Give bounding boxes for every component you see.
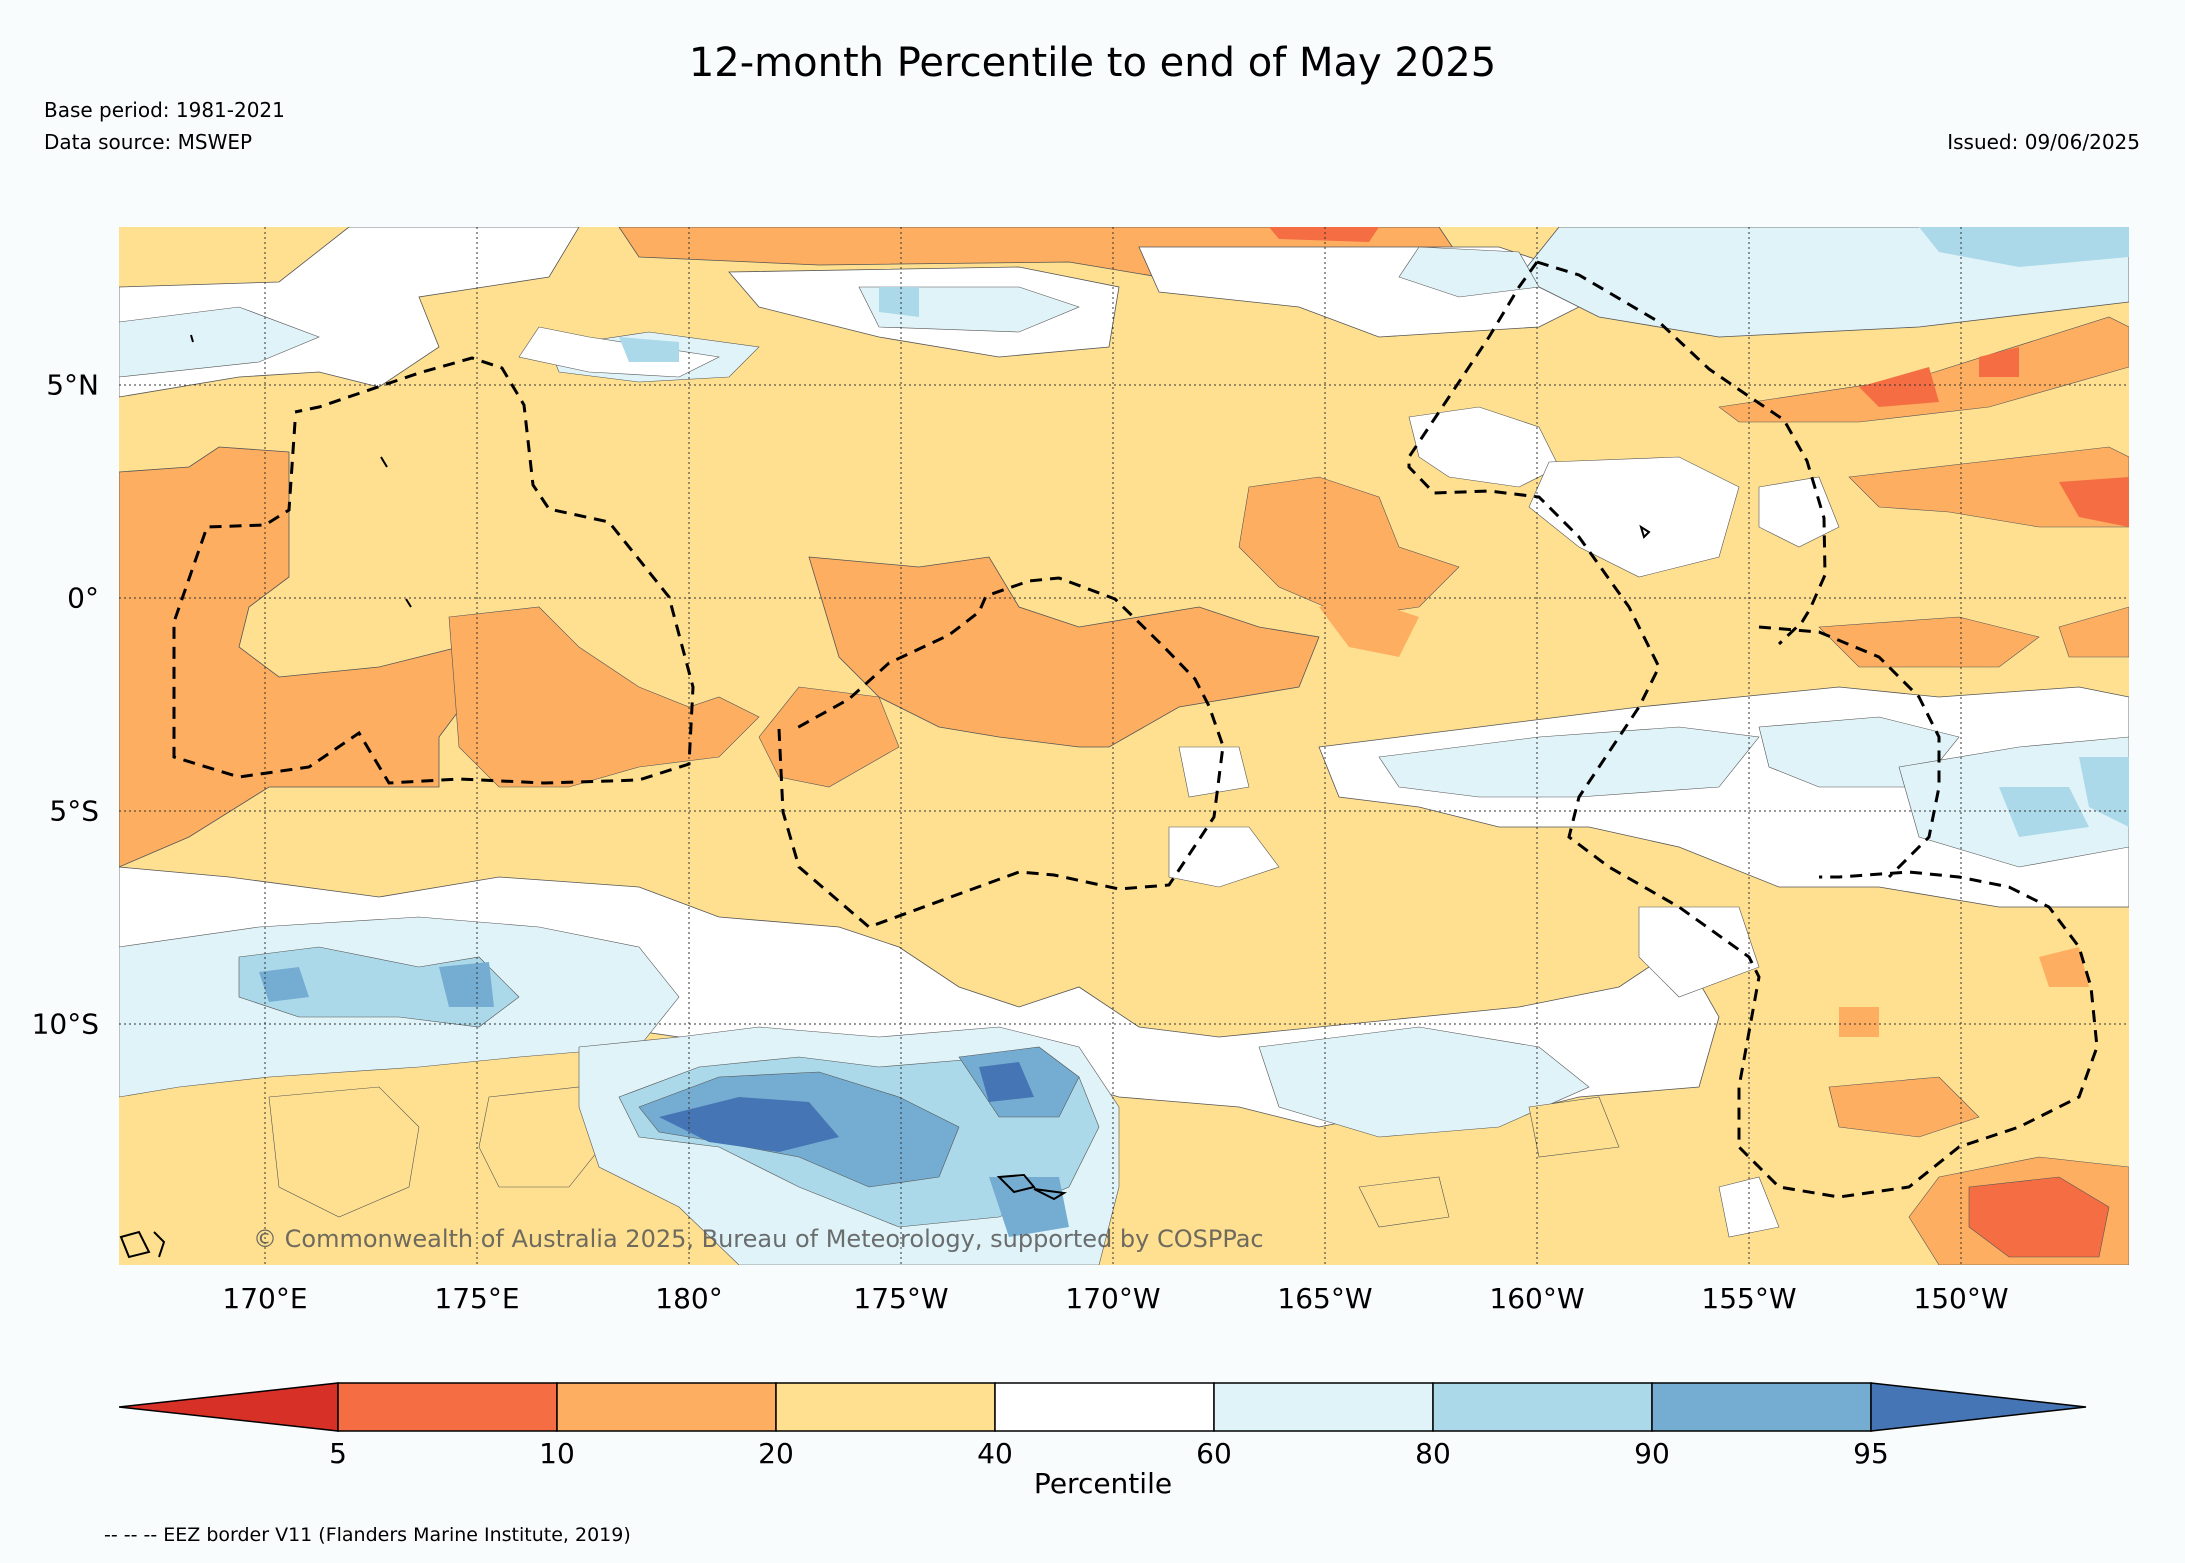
colorbar-bin-90-95	[1651, 1382, 1872, 1432]
colorbar-label: Percentile	[1033, 1467, 1173, 1500]
colorbar-tick: 20	[758, 1437, 794, 1470]
colorbar-bin-80-90	[1432, 1382, 1653, 1432]
copyright-watermark: © Commonwealth of Australia 2025, Bureau…	[253, 1225, 1264, 1253]
y-tick-label: 10°S	[31, 1007, 99, 1041]
colorbar-tick: 80	[1415, 1437, 1451, 1470]
colorbar-tick: 90	[1634, 1437, 1670, 1470]
map-title: 12-month Percentile to end of May 2025	[688, 40, 1497, 86]
y-tick-label: 5°S	[49, 794, 99, 828]
colorbar-tick: 5	[329, 1437, 347, 1470]
graticule	[119, 227, 2129, 1265]
colorbar-tick: 60	[1196, 1437, 1232, 1470]
y-tick-label: 0°	[67, 581, 99, 615]
x-tick-label: 170°W	[1065, 1282, 1161, 1315]
colorbar-tick: 95	[1853, 1437, 1889, 1470]
colorbar-bin-5-10	[337, 1382, 558, 1432]
y-tick-label: 5°N	[46, 368, 99, 402]
x-tick-label: 165°W	[1277, 1282, 1373, 1315]
issued-date: Issued: 09/06/2025	[1947, 130, 2140, 154]
x-tick-label: 160°W	[1489, 1282, 1585, 1315]
x-tick-label: 170°E	[222, 1282, 308, 1315]
colorbar-bin-lt5	[119, 1382, 339, 1432]
x-tick-label: 180°	[655, 1282, 723, 1315]
x-tick-label: 175°W	[853, 1282, 949, 1315]
x-tick-label: 150°W	[1913, 1282, 2009, 1315]
islands	[119, 334, 1651, 1259]
colorbar-tick: 40	[977, 1437, 1013, 1470]
base-period: Base period: 1981-2021	[44, 98, 285, 122]
colorbar-bin-20-40	[775, 1382, 996, 1432]
colorbar-bin-40-60	[994, 1382, 1215, 1432]
percentile-colorbar	[119, 1382, 2087, 1432]
data-source: Data source: MSWEP	[44, 130, 253, 154]
x-tick-label: 155°W	[1701, 1282, 1797, 1315]
percentile-map: Ĉ © Commonwealth of Australia 2025, Bure…	[119, 227, 2129, 1265]
colorbar-bin-10-20	[556, 1382, 777, 1432]
x-tick-label: 175°E	[434, 1282, 520, 1315]
eez-legend-note: -- -- -- EEZ border V11 (Flanders Marine…	[104, 1524, 631, 1546]
colorbar-tick: 10	[539, 1437, 575, 1470]
percentile-field	[119, 227, 2129, 1265]
colorbar-bin-gt95	[1870, 1382, 2087, 1432]
eez-borders: Ĉ	[172, 260, 2099, 1199]
colorbar-bin-60-80	[1213, 1382, 1434, 1432]
